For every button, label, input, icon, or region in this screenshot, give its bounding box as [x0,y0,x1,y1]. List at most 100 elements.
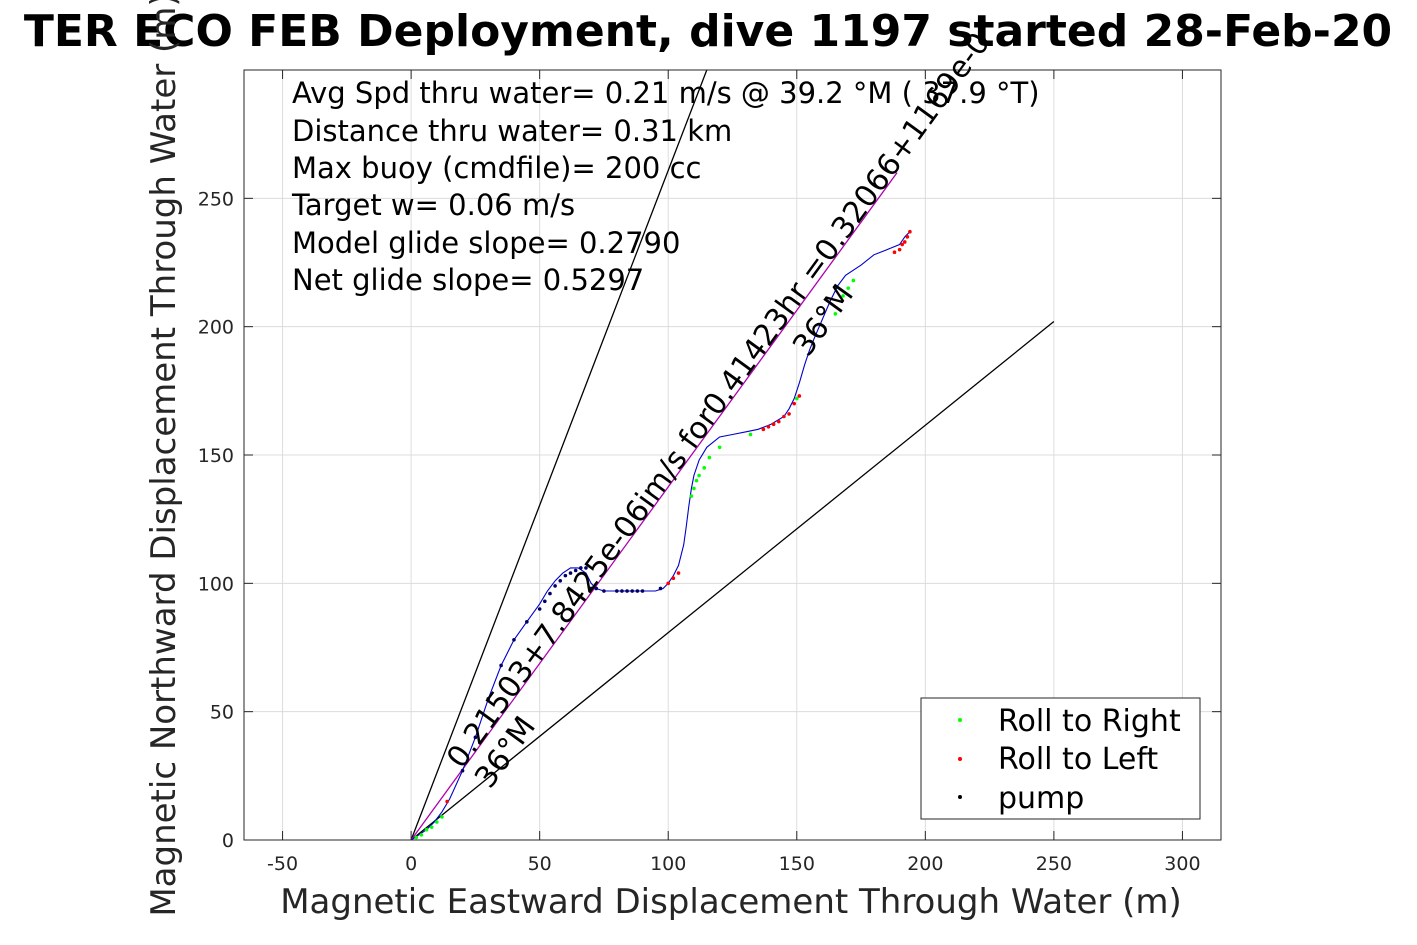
roll-left-point [797,394,802,398]
chart-title: TER ECO FEB Deployment, dive 1197 starte… [24,6,1392,57]
roll-left-point [902,240,907,244]
pump-point [558,578,563,583]
roll-right-point [702,466,707,470]
roll-right-point [689,494,694,498]
track-line [410,231,911,841]
legend-label-roll-right: Roll to Right [998,704,1181,739]
pump-point [553,584,557,588]
stat-max-buoy: Max buoy (cmdfile)= 200 cc [292,151,701,185]
pump-point [499,663,503,668]
pump-point [512,638,516,642]
x-tick-label: 0 [405,853,417,875]
pump-point [537,607,542,611]
roll-left-point [761,427,766,432]
axis-ticks: -50 0 50 100 150 200 250 300 0 50 100 150 200 250 [198,70,1221,875]
roll-left-point [782,414,786,419]
roll-right-point [717,445,722,450]
roll-right-point [419,833,424,837]
roll-right-point [851,278,856,283]
roll-left-point [766,424,771,429]
pump-point [584,566,588,570]
roll-right-point [697,473,701,478]
y-tick-label: 100 [198,573,234,595]
pump-point [620,589,624,593]
x-tick-label: 200 [907,853,943,875]
roll-right-point [440,815,444,819]
roll-right-point [435,820,439,824]
roll-left-point [897,247,902,252]
stat-distance: Distance thru water= 0.31 km [292,114,732,148]
roll-left-point [905,235,910,239]
y-tick-label: 0 [222,830,234,852]
pump-point [548,591,552,596]
pump-point [602,589,606,593]
pump-point [525,620,529,624]
grid [244,70,1221,841]
roll-right-point [694,478,699,483]
legend-marker-roll-left [958,757,962,761]
roll-right-point [414,835,419,840]
roll-left-point [787,412,791,416]
roll-right-point [841,294,845,298]
stat-target-w: Target w= 0.06 m/s [291,188,575,222]
roll-left-point [792,401,797,406]
pump-point [543,599,547,604]
pump-point [589,586,593,591]
pump-point [573,568,578,573]
pump-point [563,573,568,578]
x-tick-label: 250 [1036,853,1072,875]
y-tick-label: 150 [198,445,234,467]
x-tick-label: 100 [650,853,686,875]
y-tick-label: 50 [210,702,234,724]
reference-lines [410,69,1055,841]
x-tick-label: 150 [779,853,815,875]
pump-point [473,735,478,740]
data-points [414,229,912,840]
stat-avg-speed: Avg Spd thru water= 0.21 m/s @ 39.2 °M (… [292,76,1040,110]
reference-line-lower [410,321,1055,841]
y-tick-label: 250 [198,188,234,210]
legend-box [920,697,1201,820]
x-tick-label: 50 [528,853,552,875]
pump-point [460,768,465,773]
dive-track [410,231,911,841]
roll-left-point [676,571,681,575]
roll-left-point [445,799,449,804]
pump-point [625,589,629,593]
roll-right-point [846,286,850,290]
roll-right-point [748,432,753,437]
legend: Roll to Right Roll to Left pump [920,697,1201,820]
pump-point [579,566,583,570]
pump-point [615,589,619,593]
roll-right-point [833,312,838,316]
reference-line-upper [410,69,708,841]
legend-label-roll-left: Roll to Left [998,742,1158,777]
roll-left-point [892,250,897,255]
roll-right-point [692,486,696,491]
pump-point [635,589,640,593]
roll-left-point [776,419,781,424]
x-tick-label: -50 [267,853,298,875]
pump-point [640,589,645,593]
roll-right-point [707,455,712,460]
pump-point [568,571,573,575]
roll-left-point [900,242,904,247]
roll-left-point [908,229,912,234]
pump-point [658,586,663,591]
pump-point [630,589,635,593]
legend-marker-roll-right [958,718,962,722]
roll-right-point [794,396,799,401]
roll-right-point [424,827,429,832]
roll-right-point [429,825,434,829]
stats-block: Avg Spd thru water= 0.21 m/s @ 39.2 °M (… [291,76,1040,297]
roll-left-point [666,581,671,586]
legend-label-pump: pump [998,781,1084,816]
pump-point [486,697,491,701]
x-tick-label: 300 [1164,853,1200,875]
y-tick-label: 200 [198,317,234,339]
x-axis-label: Magnetic Eastward Displacement Through W… [280,882,1182,922]
legend-marker-pump [958,795,962,799]
stat-net-glide-slope: Net glide slope= 0.5297 [292,263,644,297]
stat-model-glide-slope: Model glide slope= 0.2790 [292,226,680,260]
